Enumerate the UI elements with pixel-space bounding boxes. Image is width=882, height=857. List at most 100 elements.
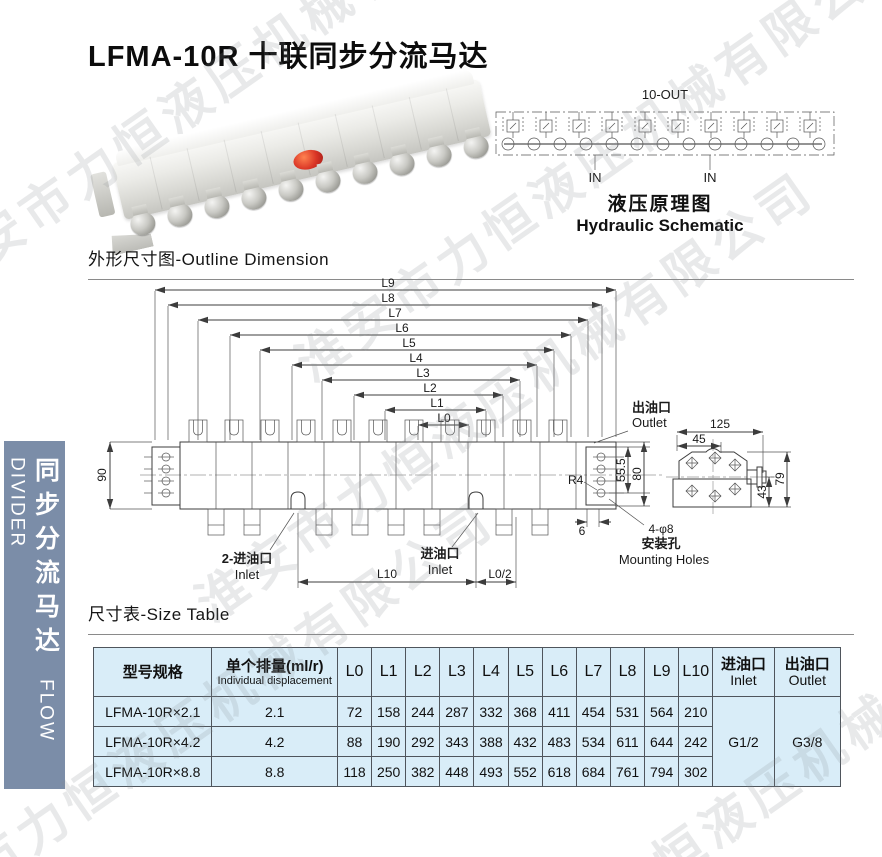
product-photo [90, 66, 522, 246]
dim-label: L8 [381, 291, 395, 305]
svg-text:L10: L10 [377, 567, 397, 581]
table-row: LFMA-10R×8.8 8.8 118 250 382 448 493 552 618 684 7… [92, 756, 841, 787]
table-cell: 382 [405, 756, 441, 787]
col-l6: L6 [541, 647, 577, 697]
table-cell: 190 [371, 726, 407, 757]
sidebar-label-zh: 同步分流马达 [31, 457, 60, 661]
dim-6: 6 [575, 509, 611, 538]
dimension-stack: L9 L8 L7 L6 L5 L4 L3 L2 L1 L0 [155, 276, 616, 429]
table-cell: 684 [575, 756, 611, 787]
schematic-in-left-label: IN [589, 170, 602, 185]
col-l10: L10 [678, 647, 714, 697]
table-cell: 158 [371, 696, 407, 727]
col-model: 型号规格 [92, 647, 213, 697]
table-cell: 118 [336, 756, 373, 787]
table-cell: 531 [609, 696, 646, 727]
col-l3: L3 [439, 647, 475, 697]
table-cell: 72 [336, 696, 373, 727]
table-cell: 287 [439, 696, 475, 727]
dim-l10: L10 L0/2 [297, 513, 517, 588]
dim-label: L3 [416, 366, 430, 380]
table-cell: 242 [678, 726, 714, 757]
table-cell: 244 [405, 696, 441, 727]
svg-text:6: 6 [579, 524, 586, 538]
svg-text:Inlet: Inlet [235, 567, 260, 582]
schematic-in-right-label: IN [704, 170, 717, 185]
inlet-double-label: 2-进油口 Inlet [222, 512, 295, 582]
col-l1: L1 [371, 647, 407, 697]
table-cell: 432 [507, 726, 543, 757]
col-l5: L5 [507, 647, 543, 697]
table-cell: 454 [575, 696, 611, 727]
end-view: 125 45 43 79 [666, 417, 791, 517]
outlet-label: 出油口 Outlet [593, 400, 671, 444]
table-cell: 332 [473, 696, 509, 727]
svg-text:4-φ8: 4-φ8 [648, 522, 673, 536]
table-cell: 618 [541, 756, 577, 787]
table-cell: 448 [439, 756, 475, 787]
manifold-side-view [140, 419, 664, 536]
table-cell: 2.1 [211, 696, 338, 727]
dim-label: L1 [430, 396, 444, 410]
col-l0: L0 [336, 647, 373, 697]
svg-text:进油口: 进油口 [420, 546, 459, 561]
inlet-label: 进油口 Inlet [420, 512, 479, 577]
schematic-boundary [495, 111, 835, 156]
svg-text:45: 45 [692, 432, 706, 446]
extension-lines [154, 291, 617, 440]
table-cell: 794 [644, 756, 680, 787]
dim-label: L9 [381, 276, 395, 290]
hydraulic-schematic: 10-OUT IN IN [495, 87, 835, 185]
schematic-caption: 液压原理图 Hydraulic Schematic [540, 189, 780, 236]
table-row: LFMA-10R×4.2 4.2 88 190 292 343 388 432 483 534 61… [92, 726, 841, 757]
svg-text:Outlet: Outlet [632, 415, 667, 430]
table-cell: 388 [473, 726, 509, 757]
col-displacement: 单个排量(ml/r) Individual displacement [211, 647, 338, 697]
table-cell: 8.8 [211, 756, 338, 787]
col-outlet: 出油口 Outlet [773, 647, 842, 697]
sidebar-label-en: FLOW DIVIDER [6, 457, 57, 743]
svg-text:79: 79 [773, 472, 787, 486]
table-cell: 302 [678, 756, 714, 787]
dim-label: L7 [388, 306, 402, 320]
table-cell: 88 [336, 726, 373, 757]
svg-text:90: 90 [95, 468, 109, 482]
schematic-units [501, 112, 826, 151]
size-table-wrap: 型号规格 单个排量(ml/r) Individual displacement … [92, 647, 842, 787]
svg-text:80: 80 [630, 467, 644, 481]
table-cell: 250 [371, 756, 407, 787]
bottom-ports [207, 508, 549, 536]
col-l8: L8 [609, 647, 646, 697]
table-cell: 552 [507, 756, 543, 787]
outline-dimension-heading: 外形尺寸图-Outline Dimension [88, 245, 854, 280]
col-l7: L7 [575, 647, 611, 697]
dim-label: L0 [437, 411, 451, 425]
table-cell: 564 [644, 696, 680, 727]
svg-text:R4: R4 [568, 473, 584, 487]
table-cell: 368 [507, 696, 543, 727]
svg-text:Inlet: Inlet [428, 562, 453, 577]
end-view-bolts [685, 451, 742, 503]
dim-label: L6 [395, 321, 409, 335]
table-cell: 343 [439, 726, 475, 757]
size-table-heading: 尺寸表-Size Table [88, 600, 854, 635]
plate-bolts [144, 452, 624, 498]
svg-text:43: 43 [755, 485, 769, 499]
sidebar-flow-divider: 同步分流马达 FLOW DIVIDER [4, 441, 65, 789]
schematic-out-label: 10-OUT [642, 87, 688, 102]
table-cell-outlet_value: G3/8 [773, 696, 842, 787]
end-cap [90, 171, 116, 218]
table-cell: 644 [644, 726, 680, 757]
table-header-row: 型号规格 单个排量(ml/r) Individual displacement … [92, 647, 842, 697]
outlet-ports [188, 419, 568, 443]
svg-text:L0/2: L0/2 [488, 567, 512, 581]
table-cell: 483 [541, 726, 577, 757]
outline-dimension-drawing: L9 L8 L7 L6 L5 L4 L3 L2 L1 L0 [95, 276, 791, 588]
page-title: LFMA-10R 十联同步分流马达 [88, 41, 489, 73]
table-cell: LFMA-10R×2.1 [92, 696, 213, 727]
table-cell: LFMA-10R×8.8 [92, 756, 213, 787]
table-cell: 292 [405, 726, 441, 757]
svg-text:55.5: 55.5 [614, 458, 628, 482]
svg-text:2-进油口: 2-进油口 [222, 551, 273, 566]
